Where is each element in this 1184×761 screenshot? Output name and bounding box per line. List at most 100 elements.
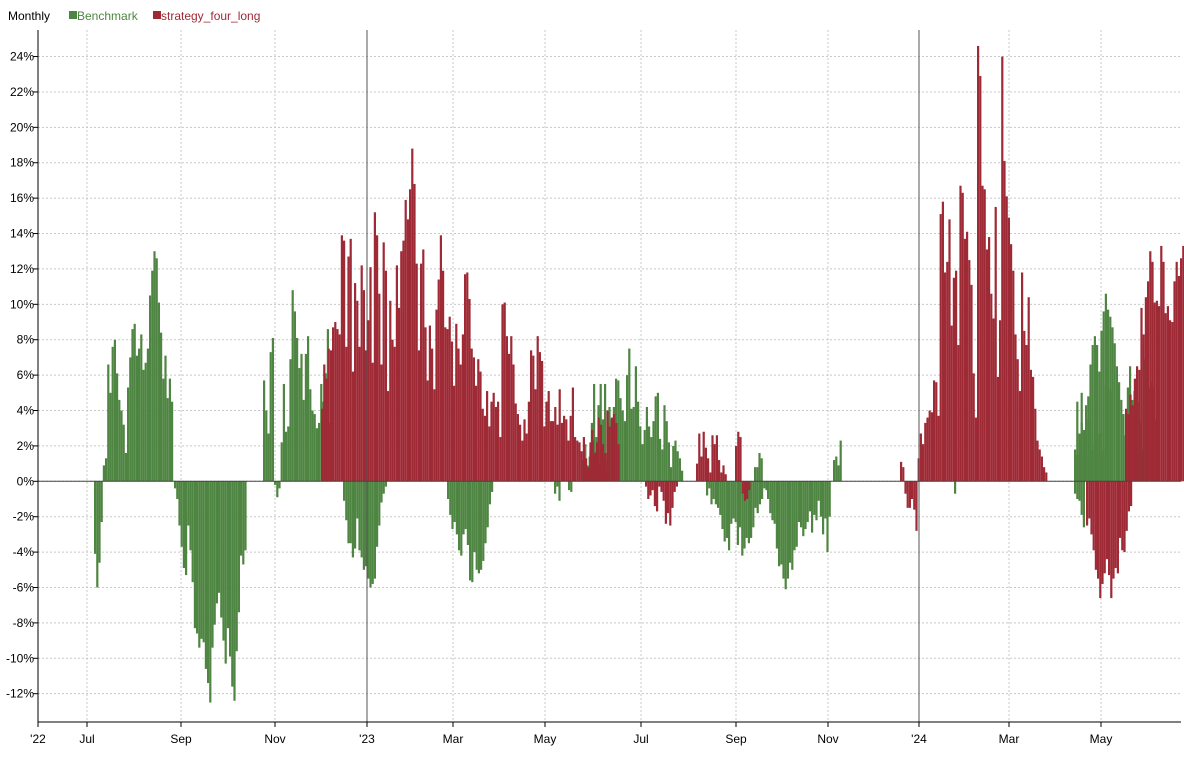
bar-benchmark: [1082, 481, 1085, 528]
bar-benchmark: [793, 481, 796, 551]
legend-swatch-benchmark: [69, 11, 77, 19]
bar-benchmark: [367, 481, 370, 579]
bar-strategy: [450, 341, 453, 482]
bar-strategy: [494, 406, 497, 482]
bar-strategy: [1129, 394, 1132, 482]
bar-strategy: [538, 352, 541, 482]
bar-benchmark: [676, 451, 679, 482]
bar-strategy: [510, 336, 513, 482]
bar-strategy: [481, 408, 484, 482]
bar-benchmark: [1111, 327, 1114, 482]
bar-strategy: [391, 339, 394, 482]
bar-benchmark: [174, 481, 177, 489]
bar-strategy: [1121, 481, 1124, 551]
bar-strategy: [395, 265, 398, 482]
bar-strategy: [479, 371, 482, 482]
bar-benchmark: [480, 481, 483, 570]
bar-benchmark: [347, 481, 350, 544]
bar-benchmark: [271, 337, 274, 482]
bar-benchmark: [743, 481, 746, 549]
bar-strategy: [985, 249, 988, 482]
bar-strategy: [442, 270, 445, 482]
bar-strategy: [1099, 481, 1102, 599]
bar-strategy: [698, 433, 701, 482]
bar-strategy: [505, 336, 508, 482]
bar-strategy: [347, 256, 350, 482]
bar-strategy: [321, 408, 324, 482]
bar-strategy: [508, 353, 511, 482]
bar-benchmark: [285, 431, 288, 482]
bar-benchmark: [244, 481, 247, 551]
bar-benchmark: [654, 396, 657, 482]
bar-strategy: [1043, 467, 1046, 482]
bar-strategy: [565, 419, 568, 482]
bar-strategy: [700, 456, 703, 482]
y-tick-label: -10%: [6, 651, 34, 665]
bar-benchmark: [231, 481, 234, 687]
bar-strategy: [340, 235, 343, 482]
bar-benchmark: [131, 329, 134, 482]
bar-strategy: [475, 385, 478, 482]
bar-strategy: [574, 437, 577, 482]
bar-benchmark: [168, 378, 171, 482]
bar-strategy: [743, 481, 746, 501]
bar-strategy: [336, 329, 339, 482]
bar-benchmark: [822, 481, 825, 535]
bar-strategy: [1164, 313, 1167, 482]
bar-benchmark: [710, 481, 713, 505]
bar-benchmark: [380, 481, 383, 503]
bar-benchmark: [358, 481, 361, 551]
y-tick-label: -8%: [13, 616, 35, 630]
bar-benchmark: [714, 481, 717, 505]
y-tick-label: 20%: [10, 120, 34, 134]
y-tick-label: 8%: [17, 333, 35, 347]
bar-strategy: [332, 327, 335, 482]
bar-benchmark: [617, 380, 620, 482]
bar-strategy: [472, 357, 475, 482]
bar-benchmark: [826, 481, 829, 553]
bar-benchmark: [280, 442, 283, 482]
bar-benchmark: [94, 481, 97, 554]
bar-benchmark: [1122, 414, 1125, 482]
bar-benchmark: [157, 302, 160, 482]
bar-strategy: [1133, 378, 1136, 482]
bar-strategy: [433, 389, 436, 482]
legend: Monthly Benchmark strategy_four_long: [8, 9, 260, 23]
bar-strategy: [1155, 300, 1158, 482]
bar-strategy: [615, 422, 618, 482]
bar-strategy: [722, 465, 725, 482]
bar-benchmark: [176, 481, 179, 499]
bar-strategy: [589, 451, 592, 482]
bar-benchmark: [1096, 438, 1099, 482]
bar-benchmark: [155, 258, 158, 482]
y-tick-label: -4%: [13, 545, 35, 559]
bar-benchmark: [765, 481, 768, 491]
bar-strategy: [338, 334, 341, 482]
bar-benchmark: [96, 481, 99, 588]
bar-benchmark: [307, 336, 310, 482]
bar-benchmark: [839, 440, 842, 482]
bar-benchmark: [721, 481, 724, 530]
bar-strategy: [369, 267, 372, 482]
bar-strategy: [365, 350, 368, 482]
bar-benchmark: [382, 481, 385, 494]
bar-strategy: [587, 467, 590, 482]
bar-benchmark: [309, 389, 312, 482]
bar-strategy: [981, 185, 984, 482]
bar-strategy: [343, 240, 346, 482]
bar-strategy: [461, 334, 464, 482]
bar-benchmark: [813, 481, 816, 515]
y-tick-label: 2%: [17, 439, 35, 453]
bar-benchmark: [371, 481, 374, 584]
bar-strategy: [656, 481, 659, 512]
bar-strategy: [1101, 481, 1104, 584]
bar-benchmark: [808, 481, 811, 512]
bar-strategy: [554, 406, 557, 482]
bar-benchmark: [122, 424, 125, 482]
bar-strategy: [968, 260, 971, 482]
bar-benchmark: [1118, 382, 1121, 482]
bar-benchmark: [1120, 399, 1123, 482]
bar-benchmark: [365, 481, 368, 567]
bar-benchmark: [672, 445, 675, 482]
